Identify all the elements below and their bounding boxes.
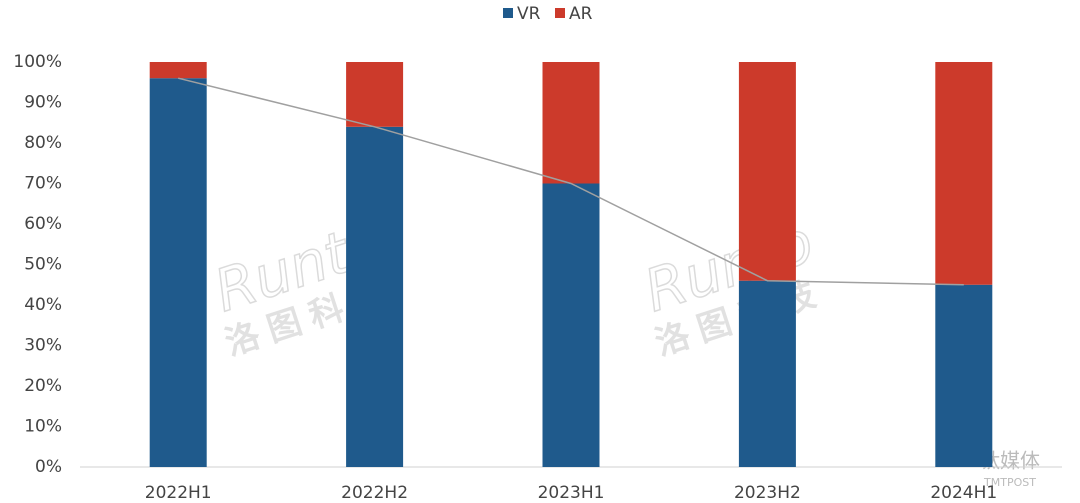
bar-segment xyxy=(542,183,600,467)
x-tick-label: 2022H1 xyxy=(145,483,212,503)
legend-label: AR xyxy=(569,4,593,24)
bar-segment xyxy=(935,284,993,467)
legend-swatch xyxy=(503,8,513,18)
bar-segment xyxy=(149,62,207,79)
y-tick-label: 60% xyxy=(24,214,62,234)
bar-segment xyxy=(149,78,207,467)
legend-swatch xyxy=(555,8,565,18)
y-tick-label: 40% xyxy=(24,295,62,315)
y-tick-label: 20% xyxy=(24,376,62,396)
legend-label: VR xyxy=(517,4,541,24)
x-tick-label: 2023H2 xyxy=(734,483,801,503)
watermark-text: TMTPOST xyxy=(983,476,1036,489)
bar-segment xyxy=(346,126,404,468)
x-tick-label: 2023H1 xyxy=(538,483,605,503)
y-tick-label: 100% xyxy=(13,52,62,72)
bar-segment xyxy=(738,280,796,467)
y-tick-label: 0% xyxy=(35,457,62,477)
y-tick-label: 80% xyxy=(24,133,62,153)
connector-line xyxy=(178,77,964,286)
x-tick-label: 2024H1 xyxy=(930,483,997,503)
y-tick-label: 10% xyxy=(24,417,62,437)
bar-segment xyxy=(935,62,993,285)
y-tick-label: 30% xyxy=(24,336,62,356)
y-tick-label: 90% xyxy=(24,93,62,113)
y-tick-label: 70% xyxy=(24,174,62,194)
y-tick-label: 50% xyxy=(24,255,62,275)
x-tick-label: 2022H2 xyxy=(341,483,408,503)
bar-segment xyxy=(738,62,796,281)
bar-segment xyxy=(542,62,600,184)
bar-segment xyxy=(346,62,404,127)
